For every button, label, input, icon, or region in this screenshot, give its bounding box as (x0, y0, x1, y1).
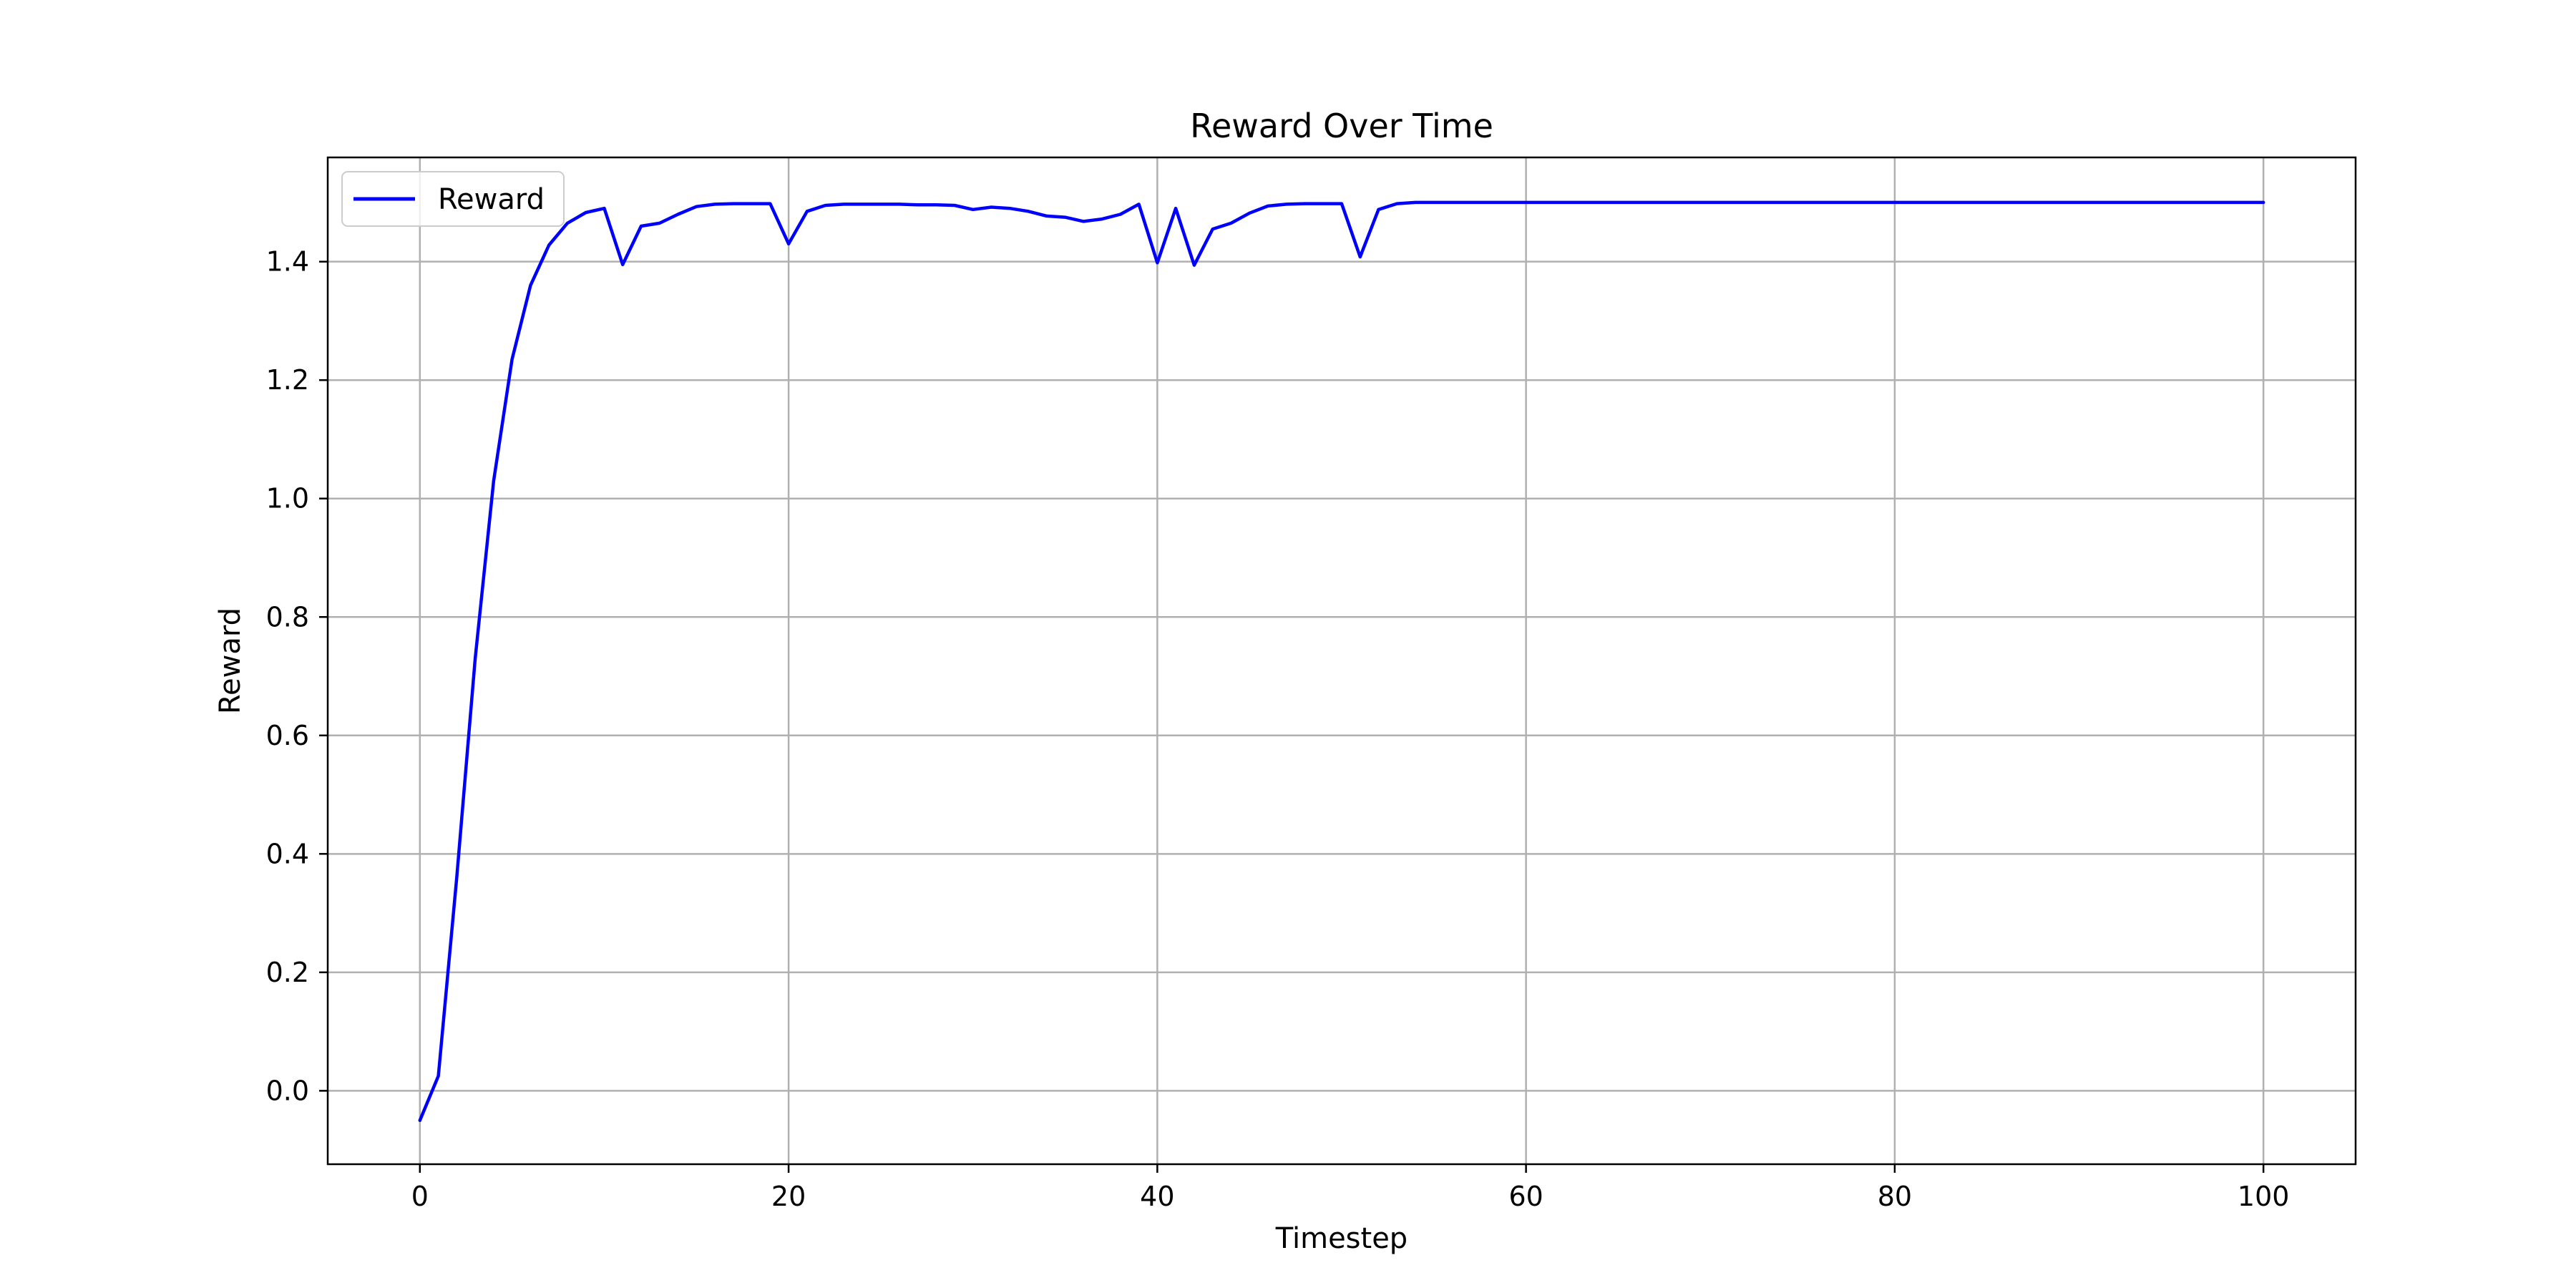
y-axis-ticks: 0.0 0.2 0.4 0.6 0.8 1.0 1.2 1.4 (266, 246, 328, 1106)
y-tick-label: 1.2 (266, 364, 309, 396)
x-tick-label: 0 (411, 1181, 429, 1212)
x-tick-label: 100 (2238, 1181, 2290, 1212)
x-axis-label: Timestep (1275, 1222, 1407, 1255)
y-tick-label: 1.4 (266, 246, 309, 278)
y-tick-label: 0.6 (266, 720, 309, 751)
series-layer (418, 200, 2265, 1123)
y-tick-label: 1.0 (266, 483, 309, 514)
x-tick-label: 20 (771, 1181, 806, 1212)
y-tick-label: 0.0 (266, 1075, 309, 1106)
y-tick-label: 0.2 (266, 957, 309, 988)
y-axis-label: Reward (214, 608, 247, 714)
legend: Reward (341, 171, 565, 227)
series-line-reward (418, 200, 2265, 1123)
chart-title: Reward Over Time (1190, 107, 1493, 145)
y-tick-label: 0.8 (266, 601, 309, 633)
plot-frame (326, 156, 2357, 1166)
x-tick-label: 80 (1878, 1181, 1912, 1212)
x-axis-ticks: 0 20 40 60 80 100 (411, 1164, 2290, 1212)
y-tick-label: 0.4 (266, 838, 309, 869)
x-tick-label: 60 (1508, 1181, 1543, 1212)
legend-label: Reward (438, 183, 545, 216)
x-tick-label: 40 (1140, 1181, 1174, 1212)
grid (328, 157, 2356, 1164)
legend-box (341, 171, 565, 227)
